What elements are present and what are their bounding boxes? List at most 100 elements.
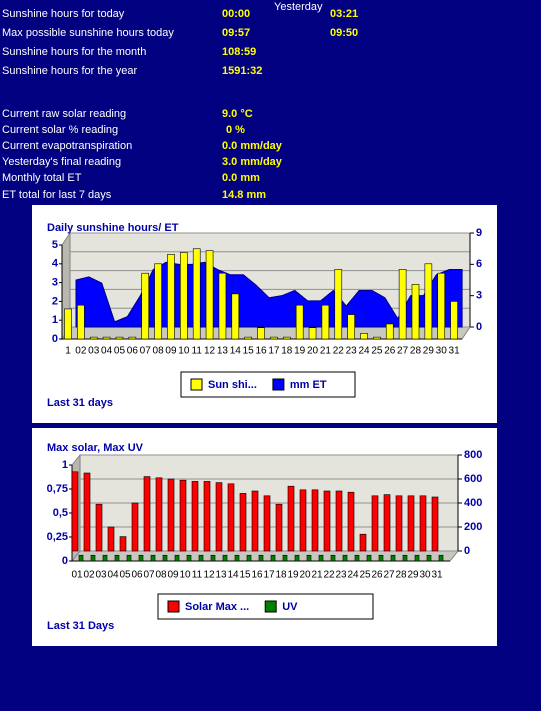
bar [90,554,96,562]
x-tick-label: 06 [131,570,143,581]
bar [334,269,343,340]
bar [398,269,407,340]
bar [155,477,163,552]
bar [115,336,124,340]
y-tick-label: 0,25 [47,531,68,543]
bar [234,554,240,562]
x-tick-label: 10 [179,570,191,581]
bar [347,314,355,340]
x-tick-label: 26 [384,346,396,357]
bar [323,490,331,552]
bar [371,495,379,552]
bar [318,554,324,562]
chart-footer: Last 31 days [47,397,113,409]
x-tick-label: 02 [75,346,87,357]
legend-swatch [167,600,180,613]
bar [128,336,137,340]
current-label: ET total for last 7 days [2,189,112,201]
bar [143,476,151,552]
x-tick-label: 11 [192,346,203,357]
bar [385,323,394,340]
x-tick-label: 05 [119,570,131,581]
bar [431,496,439,552]
bar [373,336,381,340]
legend-swatch [264,600,277,613]
bar [311,489,319,552]
x-tick-label: 12 [203,570,215,581]
reading-today: 108:59 [222,46,256,58]
y-tick-label: 1 [52,314,58,326]
y2-tick-label: 400 [464,497,482,509]
x-tick-label: 22 [333,346,345,357]
reading-yesterday: 09:50 [330,27,358,39]
bar [141,272,150,340]
bar [180,252,188,340]
bar [257,327,265,340]
y2-tick-label: 200 [464,521,482,533]
bar [222,554,228,562]
legend-label: UV [282,601,298,613]
x-tick-label: 21 [320,346,332,357]
x-tick-label: 09 [165,346,177,357]
y-tick-label: 2 [52,295,58,307]
y-tick-label: 0 [52,333,58,345]
y-tick-label: 5 [52,239,58,251]
x-tick-label: 15 [243,346,255,357]
bar [95,503,103,552]
bar [231,293,240,340]
bar [210,554,216,562]
y-tick-label: 0,75 [47,483,68,495]
x-tick-label: 28 [395,570,407,581]
y-tick-label: 0 [62,555,68,567]
x-tick-label: 20 [299,570,311,581]
y2-tick-label: 0 [464,545,470,557]
x-tick-label: 14 [230,346,242,357]
bar [114,554,120,562]
reading-today: 00:00 [222,8,250,20]
bar [321,304,330,340]
reading-yesterday: 03:21 [330,8,358,20]
legend-swatch [190,378,203,391]
current-value: 0.0 mm [222,172,260,184]
bar [294,554,300,562]
bar [270,554,276,562]
x-tick-label: 17 [263,570,275,581]
x-tick-label: 13 [215,570,227,581]
bar [191,481,199,552]
bar [437,272,446,340]
bar [167,478,175,552]
y-tick-label: 1 [62,459,68,471]
reading-label: Sunshine hours for today [2,8,125,20]
bar [270,336,278,340]
x-tick-label: 08 [155,570,167,581]
x-tick-label: 01 [71,570,83,581]
x-tick-label: 03 [88,346,100,357]
x-tick-label: 24 [347,570,359,581]
x-tick-label: 17 [268,346,280,357]
current-label: Monthly total ET [2,172,82,184]
bar [378,554,384,562]
bar [450,301,458,340]
bar [174,554,180,562]
x-tick-label: 24 [358,346,370,357]
bar [239,493,247,552]
chart-title: Max solar, Max UV [47,442,144,454]
bar [119,536,127,552]
legend-swatch [272,378,285,391]
chart-footer: Last 31 Days [47,620,114,632]
current-value: 9.0 °C [222,108,253,120]
yesterday-header: Yesterday [274,1,323,13]
bar [287,485,295,552]
y-tick-label: 4 [52,258,59,270]
x-tick-label: 14 [227,570,239,581]
bar [424,263,433,340]
x-tick-label: 28 [410,346,422,357]
x-tick-label: 18 [275,570,287,581]
bar [366,554,372,562]
bar [407,495,415,552]
y2-tick-label: 3 [476,290,482,302]
bar [126,554,132,562]
x-tick-label: 23 [346,346,358,357]
current-label: Yesterday's final reading [2,156,121,168]
bar [383,494,391,552]
